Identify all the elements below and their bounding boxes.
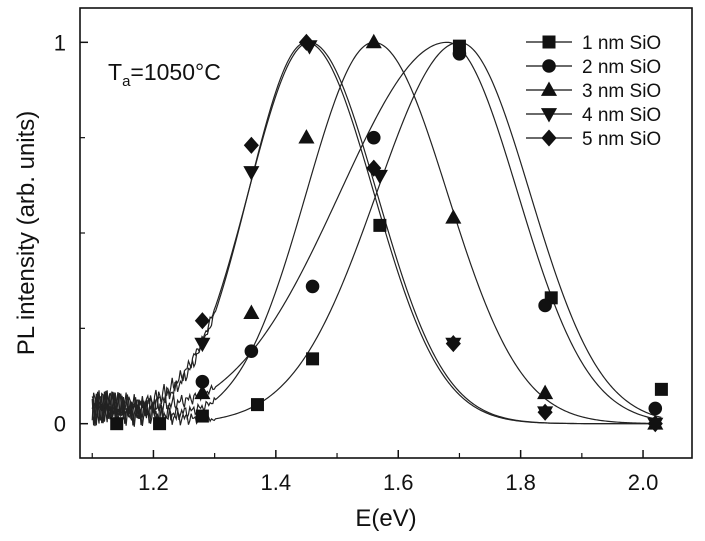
data-point-marker [445,335,461,353]
data-point-marker [538,298,552,313]
series-line [91,41,662,421]
data-point-marker [305,279,320,294]
legend-label: 4 nm SiO [582,105,661,126]
data-point-marker [243,166,260,181]
x-tick-label: 1.6 [383,470,414,495]
data-point-marker [537,403,553,421]
legend-marker [541,129,557,147]
data-point-marker [194,337,211,353]
series-curves [91,41,662,427]
x-axis-ticks: 1.2 1.4 1.6 1.8 2.0 [91,450,659,495]
y-axis-label: PL intensity (arb. units) [13,111,40,356]
x-tick-label: 1.4 [261,470,292,495]
legend-label: 1 nm SiO [582,33,661,54]
legend-marker [540,108,558,123]
annotation-subscript: a [122,73,131,90]
data-point-marker [648,401,663,416]
annotation-rest: =1050°C [130,59,220,85]
data-point-marker [243,136,259,154]
data-point-marker [195,409,209,423]
series-line [91,41,662,426]
x-axis-label: E(eV) [355,505,416,532]
y-tick-label: 0 [54,412,66,437]
legend: 1 nm SiO 2 nm SiO 3 nm SiO 4 nm SiO 5 nm SiO [526,33,661,150]
data-point-marker [306,352,320,366]
x-tick-label: 2.0 [628,470,659,495]
data-point-marker [194,312,210,330]
legend-label: 5 nm SiO [582,129,661,150]
data-point-marker [298,129,315,144]
data-point-marker [373,218,387,232]
data-point-marker [250,398,264,412]
legend-label: 3 nm SiO [582,81,661,102]
annotation-base: T [108,59,122,85]
data-point-marker [244,344,259,359]
data-point-marker [194,384,211,400]
data-point-marker [153,417,167,431]
data-point-marker [445,209,462,224]
anneal-temperature-annotation: Ta=1050°C [108,59,221,90]
series-line [91,41,662,427]
y-tick-label: 1 [54,30,66,55]
legend-marker [540,81,558,96]
data-point-marker [365,33,382,49]
y-axis-ticks: 01 [54,30,88,437]
data-point-marker [243,304,260,319]
series-line [91,41,662,427]
data-point-marker [298,33,315,51]
series-line [91,41,662,425]
x-tick-label: 1.2 [138,470,169,495]
data-point-marker [647,415,663,433]
x-tick-label: 1.8 [505,470,536,495]
legend-marker [542,35,556,49]
legend-marker [542,59,556,73]
data-point-marker [654,382,668,396]
data-point-marker [110,417,124,431]
data-point-marker [452,46,467,61]
data-point-marker [366,159,382,177]
series-markers [110,33,668,433]
data-point-marker [537,384,554,400]
legend-label: 2 nm SiO [582,57,661,78]
data-point-marker [366,130,381,145]
